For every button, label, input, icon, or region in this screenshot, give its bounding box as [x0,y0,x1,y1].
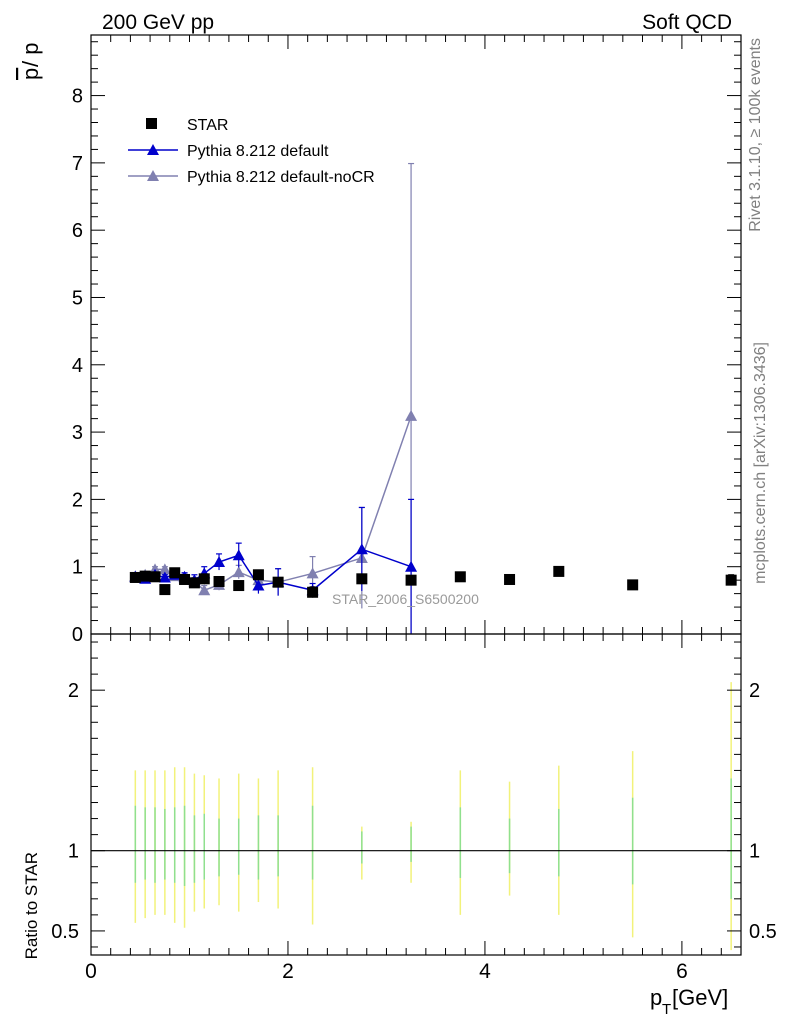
legend-marker-pythia-nocr [147,170,159,181]
pythia-default-point [405,560,418,572]
ratio-plot-area [90,633,742,956]
pythia-default-point [158,571,171,583]
star-point [272,576,284,588]
star-point [159,584,171,596]
x-axis-label-rest: [GeV] [672,985,728,1010]
star-point [405,574,417,586]
rivet-version-label: Rivet 3.1.10, ≥ 100k events [747,38,764,232]
ratio-y-tick-label-right: 0.5 [749,921,777,943]
pythia-nocr-point [405,409,418,421]
ratio-plot-frame [90,633,742,956]
main-data-layer [129,162,737,634]
x-axis-label-main: p [650,985,662,1010]
star-point [169,567,181,579]
main-y-tick-label: 0 [72,624,83,646]
star-point [188,577,200,589]
main-y-tick-label: 1 [72,557,83,579]
pythia-nocr-point [306,567,319,579]
pythia-nocr-point [232,566,245,578]
main-y-tick-label: 3 [72,422,83,444]
star-point [553,565,565,577]
star-point [129,571,141,583]
star-point [179,573,191,585]
star-point [149,571,161,583]
ratio-data-layer [91,682,741,951]
legend-marker-star [146,118,157,129]
x-tick-label: 4 [479,960,491,983]
main-y-tick-label: 8 [72,86,83,108]
header-right-title: Soft QCD [642,11,732,34]
legend: STAR Pythia 8.212 default Pythia 8.212 d… [128,117,375,186]
pythia-nocr-point [158,563,171,575]
star-point [233,580,245,592]
legend-label-pythia-nocr: Pythia 8.212 default-noCR [187,169,375,186]
legend-marker-pythia-default [147,144,159,155]
pythia-default-point [232,549,245,561]
main-y-tick-label: 5 [72,287,83,309]
axis-ticks: 0 2 4 6 0 1 2 3 4 5 6 7 8 0.5 0.5 1 1 2 2 [51,35,777,983]
star-point [213,576,225,588]
star-point [252,569,264,581]
star-point [454,571,466,583]
header-left-title: 200 GeV pp [102,11,214,34]
pythia-default-point [213,555,226,567]
main-y-axis-label-rest: / p [18,43,43,67]
x-axis-label-sub: T [662,1001,671,1018]
pythia-default-point [252,579,265,591]
legend-label-star: STAR [187,117,228,134]
ratio-y-tick-label-left: 2 [68,680,79,702]
main-y-tick-label: 4 [72,355,83,377]
analysis-watermark: STAR_2006_S6500200 [332,591,479,607]
pythia-default-point [355,543,368,555]
ratio-y-tick-label-right: 1 [749,841,760,863]
star-point [627,579,639,591]
star-point [504,573,516,585]
star-point [725,574,737,586]
mcplots-label: mcplots.cern.ch [arXiv:1306.3436] [752,342,769,584]
main-y-axis-label: p / p [18,43,43,80]
star-point [356,573,368,585]
ratio-y-axis-label: Ratio to STAR [22,852,41,959]
x-axis-label: p T [GeV] [650,985,728,1018]
main-y-tick-label: 7 [72,153,83,175]
main-y-tick-label: 2 [72,489,83,511]
ratio-y-tick-label-right: 2 [749,680,760,702]
x-tick-label: 6 [676,960,688,983]
pythia-nocr-point [198,584,211,596]
star-point [139,570,151,582]
x-tick-label: 0 [85,960,97,983]
pythia-nocr-line [135,415,412,592]
x-tick-label: 2 [282,960,294,983]
ratio-y-tick-label-left: 0.5 [51,921,79,943]
star-point [307,586,319,598]
main-y-axis-label-bar: p [18,68,43,80]
ratio-y-tick-label-left: 1 [68,841,79,863]
star-point [198,573,210,585]
legend-label-pythia-default: Pythia 8.212 default [187,143,329,160]
main-y-tick-label: 6 [72,220,83,242]
